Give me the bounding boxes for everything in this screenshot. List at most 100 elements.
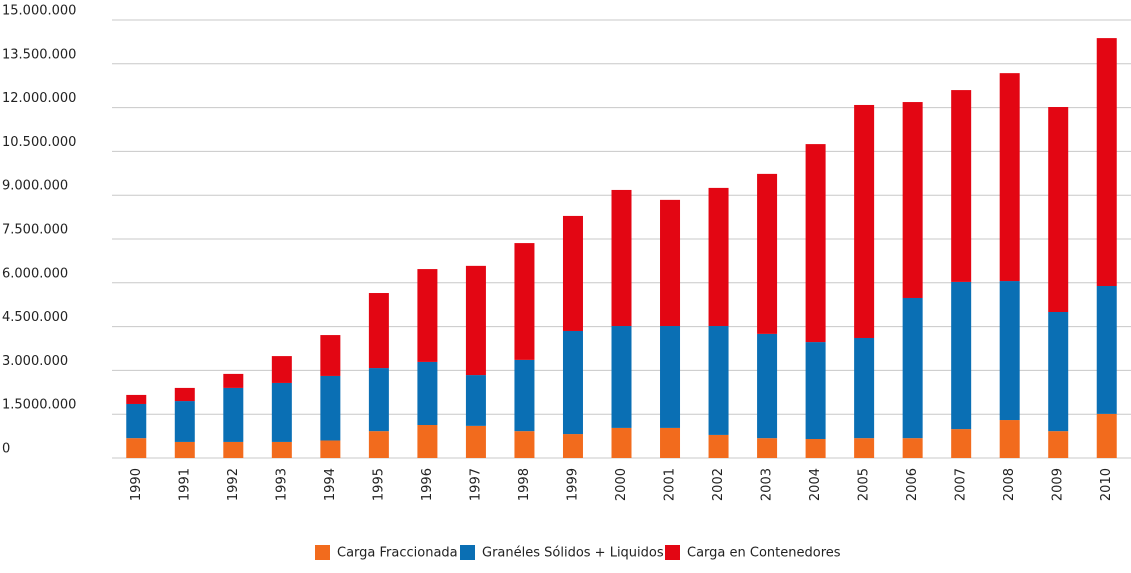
bar-segment (368, 368, 389, 432)
bar-segment (708, 187, 729, 327)
y-tick-label: 9.000.000 (2, 179, 68, 194)
x-tick-label: 2009 (1051, 468, 1066, 501)
bar-segment (999, 420, 1020, 458)
x-tick-label: 1990 (129, 468, 144, 501)
bar-segment (368, 293, 389, 369)
bar-segment (271, 356, 292, 383)
x-tick-label: 1991 (177, 468, 192, 501)
bar-segment (902, 297, 923, 439)
y-tick-label: 10.500.000 (2, 135, 76, 150)
bar-segment (611, 427, 632, 458)
bar-segment (854, 438, 875, 458)
bar-segment (126, 403, 147, 439)
y-tick-label: 15.000.000 (2, 4, 76, 19)
bar-segment (611, 189, 632, 327)
bar-segment (562, 215, 583, 331)
bar-segment (854, 104, 875, 338)
bar-segment (223, 441, 244, 458)
bar-segment (320, 375, 341, 441)
legend-swatch (460, 545, 475, 560)
bar-segment (757, 173, 778, 334)
y-tick-label: 13.500.000 (2, 47, 76, 62)
bar-segment (174, 441, 195, 458)
bar-segment (1096, 413, 1117, 458)
bar-segment (562, 330, 583, 435)
bar-segment (805, 439, 826, 458)
bar-segment (1096, 38, 1117, 287)
bar-segment (514, 431, 535, 458)
legend-swatch (665, 545, 680, 560)
x-tick-label: 2002 (711, 468, 726, 501)
bar-segment (562, 434, 583, 458)
x-tick-label: 2006 (905, 468, 920, 501)
x-tick-label: 1996 (420, 468, 435, 501)
y-tick-label: 3.000.000 (2, 354, 68, 369)
bar-segment (174, 401, 195, 442)
y-tick-label: 0 (2, 442, 10, 457)
bar-segment (1096, 286, 1117, 414)
bar-segment (320, 335, 341, 376)
bar-segment (660, 326, 681, 428)
legend-label: Carga Fraccionada (337, 546, 458, 561)
bar-segment (999, 281, 1020, 421)
bar-segment (951, 90, 972, 282)
bar-segment (660, 427, 681, 458)
bar-segment (902, 102, 923, 298)
bar-segment (514, 243, 535, 360)
x-tick-label: 1994 (323, 468, 338, 501)
y-tick-label: 1.5000.000 (2, 398, 76, 413)
x-tick-label: 2001 (663, 468, 678, 501)
x-tick-label: 1999 (565, 468, 580, 501)
y-tick-label: 4.500.000 (2, 310, 68, 325)
y-tick-label: 7.500.000 (2, 223, 68, 238)
x-tick-label: 2003 (760, 468, 775, 501)
bar-segment (223, 387, 244, 442)
bar-segment (757, 333, 778, 439)
bar-segment (1048, 107, 1069, 313)
bar-segment (126, 394, 147, 404)
x-tick-label: 2007 (954, 468, 969, 501)
bar-segment (417, 269, 438, 362)
bar-segment (223, 373, 244, 388)
bar-segment (126, 438, 147, 458)
x-tick-label: 1998 (517, 468, 532, 501)
bar-segment (174, 387, 195, 402)
bar-segment (708, 326, 729, 435)
bar-segment (708, 434, 729, 458)
bar-segment (805, 144, 826, 343)
bar-segment (951, 281, 972, 430)
legend-swatch (315, 545, 330, 560)
bar-segment (465, 265, 486, 376)
bar-segment (757, 438, 778, 458)
bar-segment (999, 73, 1020, 282)
x-tick-label: 1992 (226, 468, 241, 501)
x-tick-label: 1993 (274, 468, 289, 501)
x-tick-label: 2004 (808, 468, 823, 501)
bar-segment (320, 440, 341, 458)
x-tick-label: 1995 (371, 468, 386, 501)
bar-segment (417, 361, 438, 426)
bar-segment (514, 359, 535, 432)
x-tick-label: 1997 (468, 468, 483, 501)
bar-segment (368, 431, 389, 458)
bar-segment (660, 199, 681, 327)
bar-segment (271, 441, 292, 458)
bar-segment (1048, 431, 1069, 458)
bar-segment (611, 326, 632, 428)
x-tick-label: 2008 (1002, 468, 1017, 501)
legend-label: Carga en Contenedores (687, 546, 841, 561)
bar-segment (805, 342, 826, 440)
bar-segment (465, 425, 486, 458)
bar-segment (465, 375, 486, 426)
x-tick-label: 2010 (1099, 468, 1114, 501)
x-tick-label: 2000 (614, 468, 629, 501)
bar-segment (951, 429, 972, 458)
bar-segment (271, 382, 292, 442)
bar-segment (417, 425, 438, 458)
y-tick-label: 6.000.000 (2, 266, 68, 281)
bar-segment (1048, 312, 1069, 432)
y-tick-label: 12.000.000 (2, 91, 76, 106)
bar-segment (902, 438, 923, 458)
bar-segment (854, 337, 875, 439)
